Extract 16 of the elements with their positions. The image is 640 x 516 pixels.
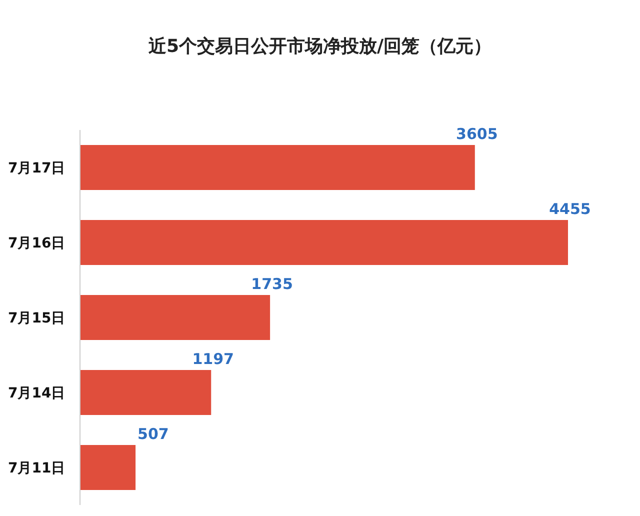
chart-title: 近5个交易日公开市场净投放/回笼（亿元） xyxy=(147,36,492,57)
y-tick-label: 7月17日 xyxy=(8,160,66,176)
data-label: 507 xyxy=(138,425,169,443)
bar xyxy=(80,295,270,340)
bar xyxy=(80,145,475,190)
y-tick-label: 7月14日 xyxy=(8,386,66,402)
y-tick-label: 7月16日 xyxy=(8,236,66,252)
y-tick-label: 7月11日 xyxy=(8,460,66,476)
bar xyxy=(80,445,136,490)
data-label: 1735 xyxy=(251,275,293,293)
bar xyxy=(80,370,212,415)
bar xyxy=(80,220,568,265)
data-label: 4455 xyxy=(549,200,591,218)
data-label: 1197 xyxy=(192,350,234,368)
y-tick-label: 7月15日 xyxy=(8,310,66,326)
data-label: 3605 xyxy=(456,125,498,143)
